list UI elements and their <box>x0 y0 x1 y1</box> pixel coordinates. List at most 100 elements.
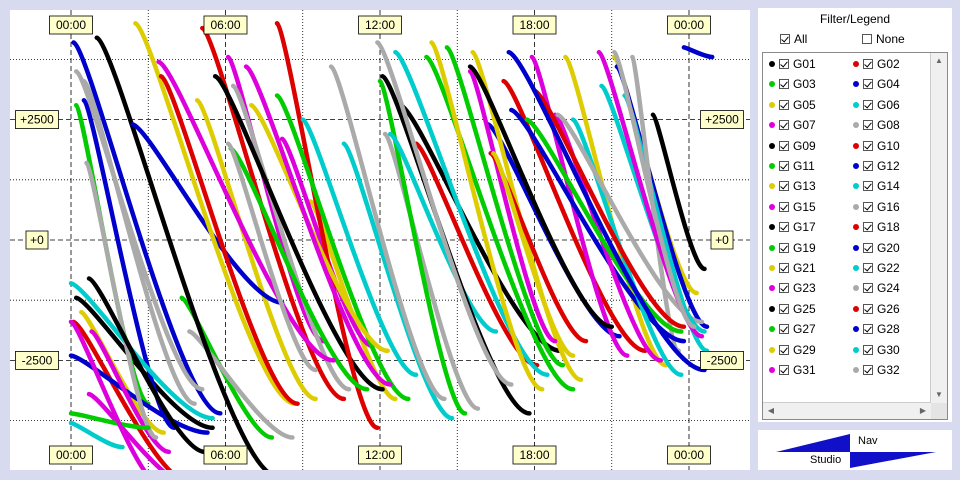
legend-item-g27[interactable]: G27 <box>769 322 816 336</box>
legend-item-g14[interactable]: G14 <box>853 179 900 193</box>
legend-item-g11[interactable]: G11 <box>769 159 815 173</box>
series-checkbox[interactable] <box>863 263 873 273</box>
series-checkbox[interactable] <box>863 365 873 375</box>
legend-item-g19[interactable]: G19 <box>769 241 816 255</box>
tick-label-text: -2500 <box>22 353 53 367</box>
series-label: G32 <box>877 363 900 377</box>
series-checkbox[interactable] <box>863 201 873 212</box>
scroll-right-icon[interactable]: ▶ <box>919 406 927 415</box>
series-checkbox[interactable] <box>779 161 789 171</box>
series-checkbox[interactable] <box>779 140 789 151</box>
legend-item-g18[interactable]: G18 <box>853 220 900 234</box>
series-segment <box>194 98 318 402</box>
legend-item-g21[interactable]: G21 <box>769 261 816 275</box>
legend-item-g22[interactable]: G22 <box>853 261 900 275</box>
horizontal-scrollbar[interactable]: ◀ ▶ <box>763 402 931 419</box>
series-checkbox[interactable] <box>863 79 873 90</box>
series-checkbox[interactable] <box>863 222 873 233</box>
series-checkbox[interactable] <box>779 181 789 192</box>
series-checkbox[interactable] <box>779 79 789 90</box>
series-checkbox[interactable] <box>863 99 873 110</box>
legend-item-g03[interactable]: G03 <box>769 77 816 91</box>
series-checkbox[interactable] <box>863 140 873 151</box>
series-checkbox[interactable] <box>779 222 789 233</box>
scroll-up-icon[interactable]: ▲ <box>935 56 943 65</box>
series-checkbox[interactable] <box>863 303 873 314</box>
series-checkbox[interactable] <box>779 324 789 335</box>
series-label: G13 <box>793 179 816 194</box>
series-checkbox[interactable] <box>863 120 873 131</box>
none-checkbox[interactable] <box>862 34 872 44</box>
series-g08 <box>81 78 481 411</box>
filter-none-option[interactable]: None <box>862 32 905 46</box>
legend-item-g25[interactable]: G25 <box>769 302 816 316</box>
nav-right-arrow-icon[interactable] <box>850 452 936 468</box>
legend-item-g12[interactable]: G12 <box>853 159 900 173</box>
series-label: G19 <box>793 240 816 255</box>
series-checkbox[interactable] <box>779 201 789 212</box>
series-checkbox[interactable] <box>779 242 789 253</box>
legend-item-g30[interactable]: G30 <box>853 343 900 357</box>
series-checkbox[interactable] <box>779 283 789 294</box>
color-dot-icon <box>853 367 859 373</box>
tick-label-text: +2500 <box>20 113 54 127</box>
legend-item-g24[interactable]: G24 <box>853 281 900 295</box>
series-g32 <box>73 40 697 392</box>
series-checkbox[interactable] <box>779 303 789 314</box>
series-checkbox[interactable] <box>863 283 873 294</box>
series-label: G22 <box>877 261 900 275</box>
series-checkbox[interactable] <box>863 161 873 171</box>
legend-item-g09[interactable]: G09 <box>769 139 816 153</box>
series-segment <box>156 59 336 363</box>
series-label: G12 <box>877 159 900 173</box>
nav-left-arrow-icon[interactable] <box>776 434 850 452</box>
y-tick-label-left: +2500 <box>15 110 59 129</box>
legend-item-g08[interactable]: G08 <box>853 118 900 132</box>
vertical-scrollbar[interactable]: ▲ ▼ <box>930 53 947 403</box>
scroll-down-icon[interactable]: ▼ <box>935 390 943 399</box>
nav-arrows[interactable] <box>758 430 952 470</box>
legend-item-g01[interactable]: G01 <box>769 57 816 71</box>
legend-item-g07[interactable]: G07 <box>769 118 816 132</box>
legend-item-g29[interactable]: G29 <box>769 343 816 357</box>
legend-item-g05[interactable]: G05 <box>769 98 816 112</box>
legend-item-g32[interactable]: G32 <box>853 363 900 377</box>
nav-panel[interactable]: Nav Studio <box>758 430 952 470</box>
color-dot-icon <box>853 305 859 312</box>
x-tick-label-top: 00:00 <box>667 15 711 35</box>
series-checkbox[interactable] <box>863 242 873 253</box>
legend-item-g02[interactable]: G02 <box>853 57 900 71</box>
legend-item-g28[interactable]: G28 <box>853 322 900 336</box>
series-checkbox[interactable] <box>779 99 789 110</box>
color-dot-icon <box>769 61 775 67</box>
series-g15 <box>86 69 558 470</box>
series-checkbox[interactable] <box>863 181 873 192</box>
series-checkbox[interactable] <box>863 59 873 69</box>
legend-item-g06[interactable]: G06 <box>853 98 900 112</box>
filter-all-option[interactable]: All <box>780 32 807 46</box>
color-dot-icon <box>769 326 775 333</box>
legend-item-g23[interactable]: G23 <box>769 281 816 295</box>
legend-item-g13[interactable]: G13 <box>769 179 816 193</box>
legend-item-g15[interactable]: G15 <box>769 200 816 214</box>
series-segment <box>230 83 352 392</box>
legend-list[interactable]: G01 G02 G03 G04 G05 G06 G07 G08 G09 G10 G11 G12 G13 G… <box>762 52 948 420</box>
series-checkbox[interactable] <box>779 120 789 131</box>
series-checkbox[interactable] <box>779 344 789 355</box>
legend-item-g04[interactable]: G04 <box>853 77 900 91</box>
series-checkbox[interactable] <box>863 324 873 335</box>
series-segment <box>68 420 125 450</box>
all-checkbox[interactable] <box>780 34 790 44</box>
series-checkbox[interactable] <box>779 365 789 375</box>
series-checkbox[interactable] <box>863 344 873 355</box>
legend-item-g16[interactable]: G16 <box>853 200 900 214</box>
legend-item-g26[interactable]: G26 <box>853 302 900 316</box>
color-dot-icon <box>769 265 775 271</box>
series-checkbox[interactable] <box>779 59 789 69</box>
scroll-left-icon[interactable]: ◀ <box>767 406 775 415</box>
series-checkbox[interactable] <box>779 263 789 273</box>
legend-item-g10[interactable]: G10 <box>853 139 900 153</box>
legend-item-g17[interactable]: G17 <box>769 220 816 234</box>
legend-item-g20[interactable]: G20 <box>853 241 900 255</box>
legend-item-g31[interactable]: G31 <box>769 363 816 377</box>
